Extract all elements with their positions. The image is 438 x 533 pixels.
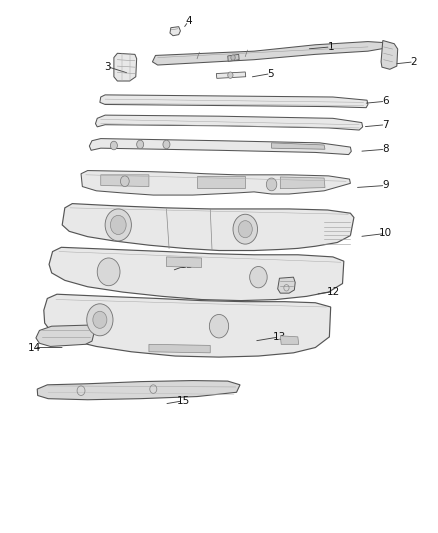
Circle shape	[266, 178, 277, 191]
Polygon shape	[272, 143, 325, 149]
Text: 6: 6	[382, 96, 389, 106]
Polygon shape	[62, 204, 354, 251]
Polygon shape	[37, 381, 240, 400]
Circle shape	[228, 72, 233, 78]
Text: 14: 14	[28, 343, 41, 352]
Polygon shape	[278, 277, 295, 293]
Circle shape	[231, 55, 235, 60]
Text: 7: 7	[382, 120, 389, 130]
Circle shape	[238, 221, 252, 238]
Circle shape	[97, 258, 120, 286]
Polygon shape	[170, 27, 180, 36]
Text: 1: 1	[327, 42, 334, 52]
Polygon shape	[228, 54, 239, 61]
Circle shape	[250, 266, 267, 288]
Polygon shape	[89, 139, 351, 155]
Polygon shape	[44, 294, 331, 357]
Text: 15: 15	[177, 396, 190, 406]
Polygon shape	[280, 177, 325, 189]
Circle shape	[137, 140, 144, 149]
Text: 3: 3	[104, 62, 111, 71]
Circle shape	[87, 304, 113, 336]
Polygon shape	[280, 336, 299, 344]
Polygon shape	[166, 257, 201, 268]
Text: 10: 10	[379, 229, 392, 238]
Circle shape	[110, 215, 126, 235]
Polygon shape	[95, 115, 363, 130]
Circle shape	[233, 214, 258, 244]
Circle shape	[110, 141, 117, 150]
Text: 4: 4	[185, 17, 192, 26]
Polygon shape	[100, 95, 368, 108]
Text: 2: 2	[410, 57, 417, 67]
Polygon shape	[149, 344, 210, 353]
Polygon shape	[114, 53, 137, 81]
Polygon shape	[36, 325, 94, 346]
Text: 12: 12	[327, 287, 340, 296]
Circle shape	[93, 311, 107, 328]
Circle shape	[105, 209, 131, 241]
Text: 11: 11	[180, 261, 193, 270]
Polygon shape	[197, 176, 245, 188]
Polygon shape	[152, 42, 386, 65]
Polygon shape	[81, 171, 350, 195]
Circle shape	[163, 140, 170, 149]
Text: 9: 9	[382, 181, 389, 190]
Text: 13: 13	[273, 332, 286, 342]
Circle shape	[120, 176, 129, 187]
Circle shape	[209, 314, 229, 338]
Polygon shape	[381, 41, 398, 69]
Text: 5: 5	[267, 69, 274, 78]
Polygon shape	[49, 247, 344, 301]
Text: 8: 8	[382, 144, 389, 154]
Polygon shape	[101, 175, 149, 187]
Polygon shape	[216, 72, 246, 78]
